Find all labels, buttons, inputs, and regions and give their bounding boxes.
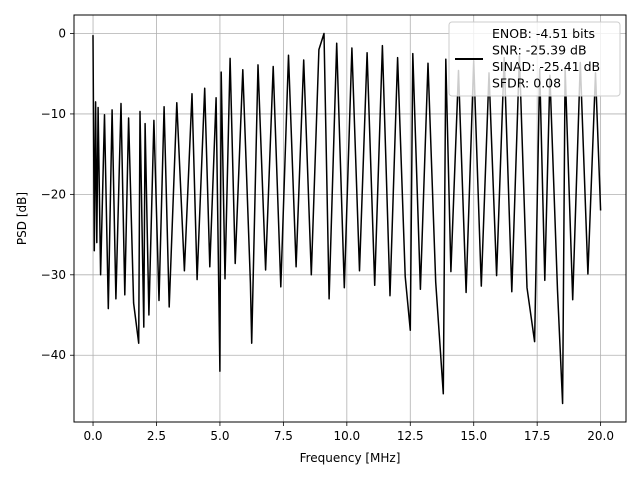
- legend-entry-sfdr: SFDR: 0.08: [492, 76, 561, 91]
- legend-box: [448, 21, 621, 97]
- plot-frame: [73, 14, 627, 423]
- y-axis-label: PSD [dB]: [15, 192, 29, 245]
- x-tick-label: 0.0: [83, 429, 102, 443]
- x-axis-label: Frequency [MHz]: [300, 451, 401, 465]
- x-tick-label: 2.5: [147, 429, 166, 443]
- psd-series-line: [92, 32, 602, 405]
- series-layer: [92, 32, 602, 405]
- legend-entry-snr: SNR: -25.39 dB: [492, 43, 587, 58]
- legend-entry-sinad: SINAD: -25.41 dB: [492, 59, 600, 74]
- y-tick-label: −30: [41, 268, 66, 282]
- x-tick-label: 5.0: [210, 429, 229, 443]
- y-tick-label: −20: [41, 187, 66, 201]
- y-tick-label: −40: [41, 348, 66, 362]
- y-tick-label: −10: [41, 107, 66, 121]
- x-tick-label: 7.5: [274, 429, 293, 443]
- axis-ticks: 0.0 2.5 5.0 7.5 10.0 12.5 15.0 17.5 20.0 0 −10 −20 −…: [41, 27, 614, 444]
- legend-entry-enob: ENOB: -4.51 bits: [492, 26, 595, 41]
- x-tick-label: 12.5: [397, 429, 424, 443]
- x-tick-label: 20.0: [587, 429, 614, 443]
- x-tick-label: 15.0: [460, 429, 487, 443]
- legend: ENOB: -4.51 bits SNR: -25.39 dB SINAD: -…: [448, 21, 621, 97]
- y-tick-label: 0: [58, 27, 66, 41]
- x-tick-label: 17.5: [524, 429, 551, 443]
- x-tick-label: 10.0: [333, 429, 360, 443]
